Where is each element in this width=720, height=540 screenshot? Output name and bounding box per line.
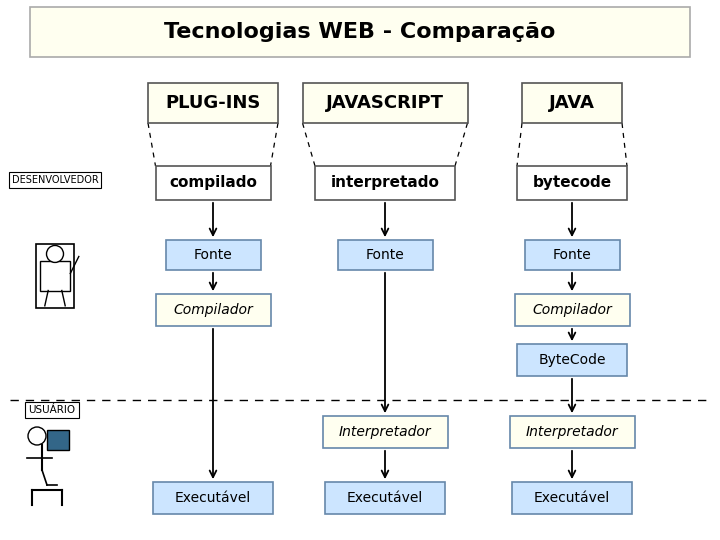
FancyBboxPatch shape — [47, 430, 69, 450]
FancyBboxPatch shape — [156, 166, 271, 200]
Text: JAVA: JAVA — [549, 94, 595, 112]
Text: Compilador: Compilador — [173, 303, 253, 317]
Text: bytecode: bytecode — [532, 176, 611, 191]
Text: Compilador: Compilador — [532, 303, 612, 317]
Text: ByteCode: ByteCode — [539, 353, 606, 367]
FancyBboxPatch shape — [40, 261, 71, 291]
FancyBboxPatch shape — [522, 83, 622, 123]
Circle shape — [28, 427, 46, 445]
Text: Interpretador: Interpretador — [526, 425, 618, 439]
FancyBboxPatch shape — [315, 166, 455, 200]
FancyBboxPatch shape — [517, 344, 627, 376]
Text: Executável: Executável — [175, 491, 251, 505]
FancyBboxPatch shape — [30, 7, 690, 57]
FancyBboxPatch shape — [515, 294, 629, 326]
FancyBboxPatch shape — [338, 240, 433, 270]
Text: Tecnologias WEB - Comparação: Tecnologias WEB - Comparação — [164, 22, 556, 42]
Text: Interpretador: Interpretador — [338, 425, 431, 439]
Text: compilado: compilado — [169, 176, 257, 191]
FancyBboxPatch shape — [325, 482, 445, 514]
FancyBboxPatch shape — [524, 240, 619, 270]
FancyBboxPatch shape — [323, 416, 448, 448]
Text: Fonte: Fonte — [366, 248, 405, 262]
FancyBboxPatch shape — [153, 482, 273, 514]
FancyBboxPatch shape — [517, 166, 627, 200]
Text: interpretado: interpretado — [330, 176, 439, 191]
Text: Executável: Executável — [347, 491, 423, 505]
Text: PLUG-INS: PLUG-INS — [166, 94, 261, 112]
FancyBboxPatch shape — [148, 83, 278, 123]
Circle shape — [47, 246, 63, 262]
Text: JAVASCRIPT: JAVASCRIPT — [326, 94, 444, 112]
Text: Executável: Executável — [534, 491, 610, 505]
FancyBboxPatch shape — [512, 482, 632, 514]
Text: Fonte: Fonte — [553, 248, 591, 262]
Text: DESENVOLVEDOR: DESENVOLVEDOR — [12, 175, 99, 185]
FancyBboxPatch shape — [302, 83, 467, 123]
FancyBboxPatch shape — [510, 416, 634, 448]
FancyBboxPatch shape — [166, 240, 261, 270]
FancyBboxPatch shape — [156, 294, 271, 326]
Text: Fonte: Fonte — [194, 248, 233, 262]
Text: USUÁRIO: USUÁRIO — [28, 405, 76, 415]
